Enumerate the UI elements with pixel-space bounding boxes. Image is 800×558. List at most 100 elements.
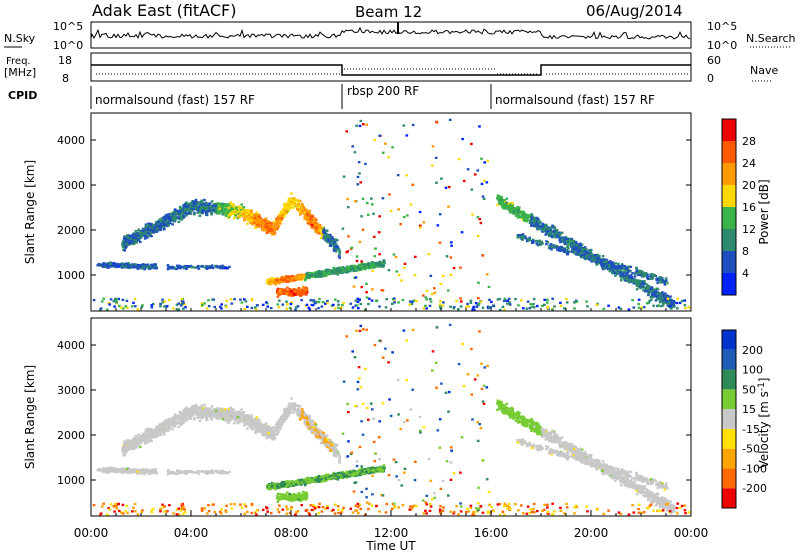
power-point	[207, 299, 210, 301]
power-point	[467, 305, 470, 307]
power-point	[340, 272, 343, 274]
power-point	[134, 298, 137, 300]
power-point	[278, 300, 281, 302]
power-point	[337, 300, 340, 302]
power-point	[107, 266, 110, 268]
power-point	[618, 306, 621, 308]
power-point	[218, 210, 221, 212]
power-point	[596, 304, 599, 306]
power-point	[254, 227, 257, 229]
power-point	[286, 204, 289, 206]
power-point	[522, 307, 525, 309]
power-point	[637, 303, 640, 305]
power-point	[279, 291, 282, 293]
power-point	[424, 305, 427, 307]
power-point	[477, 282, 480, 284]
power-point	[566, 238, 569, 240]
power-point	[681, 300, 684, 302]
power-point	[180, 304, 183, 306]
power-point	[297, 291, 300, 293]
power-point	[453, 306, 456, 308]
power-point	[575, 253, 578, 255]
power-point	[231, 302, 234, 304]
date-title: 06/Aug/2014	[586, 2, 683, 20]
power-point	[278, 288, 281, 290]
power-point	[414, 256, 417, 258]
power-point	[294, 309, 297, 311]
power-point	[260, 219, 263, 221]
power-point	[123, 249, 126, 251]
power-point	[536, 223, 539, 225]
power-point	[265, 218, 268, 220]
power-point	[258, 216, 261, 218]
power-point	[211, 213, 214, 215]
power-point	[332, 304, 335, 306]
power-point	[620, 279, 623, 281]
power-point	[178, 221, 181, 223]
power-point	[186, 213, 189, 215]
power-point	[269, 230, 272, 232]
power-point	[496, 204, 499, 206]
power-point	[210, 206, 213, 208]
power-point	[134, 239, 137, 241]
power-point	[638, 281, 641, 283]
power-point	[148, 265, 151, 267]
power-point	[486, 160, 489, 162]
power-point	[138, 239, 141, 241]
power-point	[440, 178, 443, 180]
power-point	[364, 163, 367, 165]
power-point	[235, 214, 238, 216]
power-point	[361, 266, 364, 268]
power-point	[611, 261, 614, 263]
power-point	[503, 207, 506, 209]
power-point	[135, 237, 138, 239]
power-point	[150, 304, 153, 306]
power-point	[561, 246, 564, 248]
power-point	[125, 243, 128, 245]
power-point	[617, 263, 620, 265]
power-point	[669, 305, 672, 307]
power-point	[225, 300, 228, 302]
power-point	[442, 301, 445, 303]
power-point	[347, 235, 350, 237]
power-point	[160, 220, 163, 222]
power-point	[546, 301, 549, 303]
power-point	[666, 303, 669, 305]
power-point	[327, 238, 330, 240]
power-point	[538, 225, 541, 227]
power-point	[645, 272, 648, 274]
power-point	[220, 303, 223, 305]
power-point	[663, 301, 666, 303]
power-point	[126, 300, 129, 302]
power-point	[497, 195, 500, 197]
power-point	[212, 298, 215, 300]
power-point	[245, 300, 248, 302]
power-point	[308, 274, 311, 276]
power-point	[614, 262, 617, 264]
power-point	[423, 221, 426, 223]
power-point	[502, 306, 505, 308]
power-point	[601, 265, 604, 267]
power-point	[553, 231, 556, 233]
power-point	[656, 288, 659, 290]
power-point	[357, 307, 360, 309]
power-point	[191, 203, 194, 205]
power-point	[214, 211, 217, 213]
power-point	[135, 233, 138, 235]
power-point	[425, 307, 428, 309]
power-point	[201, 265, 204, 267]
power-point	[265, 229, 268, 231]
power-point	[631, 299, 634, 301]
power-point	[505, 198, 508, 200]
power-point	[360, 260, 363, 262]
power-point	[626, 273, 629, 275]
power-point	[558, 239, 561, 241]
power-point	[132, 236, 135, 238]
power-point	[566, 253, 569, 255]
power-point	[530, 225, 533, 227]
power-point	[182, 308, 185, 310]
power-point	[519, 234, 522, 236]
power-point	[285, 290, 288, 292]
power-point	[321, 305, 324, 307]
power-point	[102, 298, 105, 300]
